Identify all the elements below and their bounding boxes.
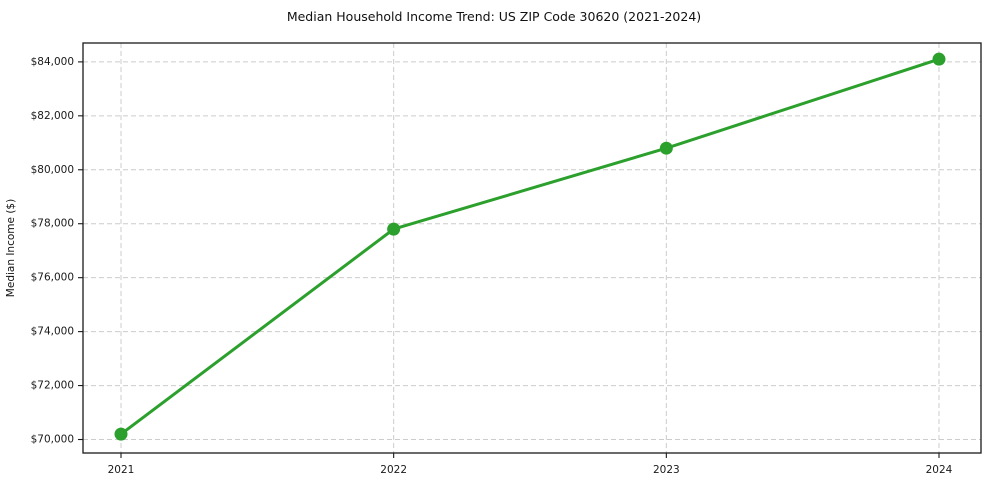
x-tick-label: 2021 bbox=[108, 464, 135, 476]
chart-title: Median Household Income Trend: US ZIP Co… bbox=[287, 9, 701, 24]
grid-lines bbox=[83, 43, 981, 453]
y-tick-label: $70,000 bbox=[31, 434, 74, 446]
y-tick-label: $78,000 bbox=[31, 218, 74, 230]
y-axis-label: Median Income ($) bbox=[5, 199, 17, 297]
x-tick-label: 2022 bbox=[380, 464, 407, 476]
data-point-marker bbox=[387, 222, 401, 236]
data-point-marker bbox=[659, 141, 673, 155]
series-points bbox=[114, 52, 946, 441]
y-tick-label: $74,000 bbox=[31, 326, 74, 338]
data-point-marker bbox=[932, 52, 946, 66]
y-tick-label: $82,000 bbox=[31, 110, 74, 122]
y-tick-label: $72,000 bbox=[31, 380, 74, 392]
data-point-marker bbox=[114, 427, 128, 441]
y-tick-label: $84,000 bbox=[31, 56, 74, 68]
plot-frame bbox=[82, 42, 982, 454]
series-line bbox=[119, 57, 941, 436]
y-tick-label: $76,000 bbox=[31, 272, 74, 284]
x-tick-labels: 2021 2022 2023 2024 bbox=[108, 464, 953, 476]
axis-ticks bbox=[78, 61, 940, 458]
x-tick-label: 2024 bbox=[926, 464, 953, 476]
y-tick-labels: $70,000 $72,000 $74,000 $76,000 $78,000 $80,0… bbox=[31, 56, 74, 446]
y-tick-label: $80,000 bbox=[31, 164, 74, 176]
x-tick-label: 2023 bbox=[653, 464, 680, 476]
